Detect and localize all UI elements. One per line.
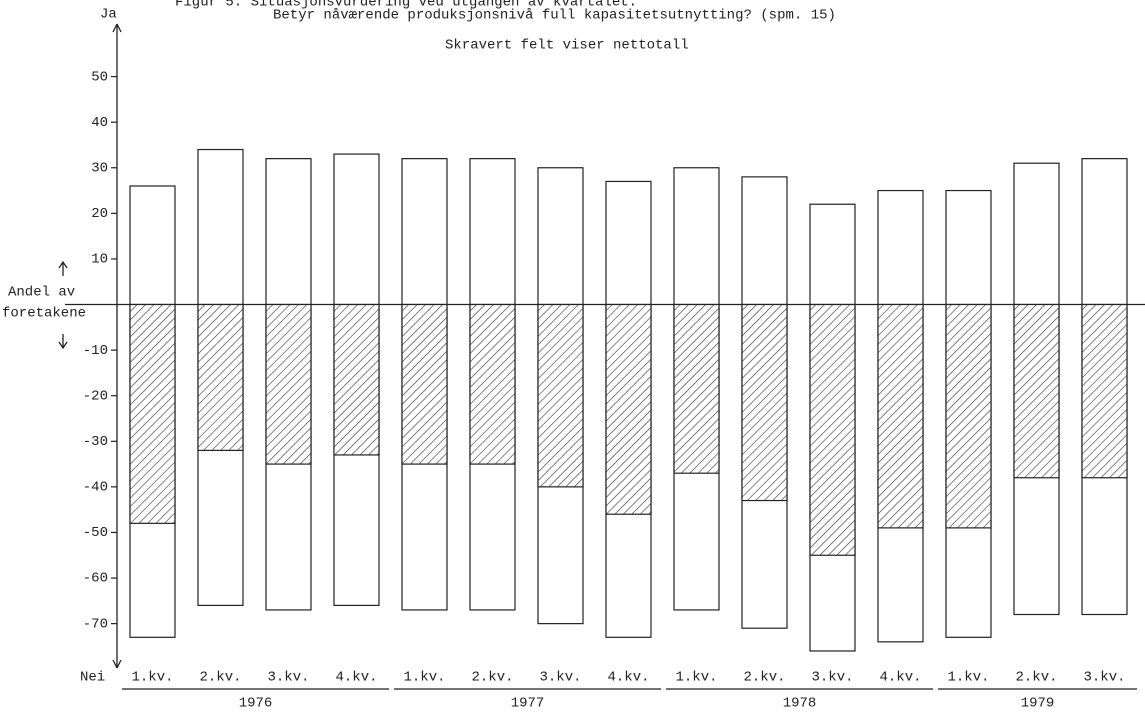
x-tick-label: 1.kv. — [131, 670, 173, 686]
bar — [1081, 303, 1128, 479]
y-tick-label: -60 — [83, 571, 108, 587]
bar — [809, 203, 856, 306]
group-label: 1978 — [783, 696, 817, 712]
bar — [401, 158, 448, 306]
y-tick-label: 30 — [91, 160, 108, 176]
bar — [673, 303, 720, 474]
bar — [1013, 303, 1060, 479]
y-tick-label: -50 — [83, 525, 108, 541]
x-tick-label: 2.kv. — [1015, 670, 1057, 686]
chart-title: Figur 5. Situasjonsvurdering ved utgange… — [175, 0, 637, 11]
bar — [129, 185, 176, 306]
x-tick-label: 4.kv. — [607, 670, 649, 686]
x-tick-label: 3.kv. — [539, 670, 581, 686]
x-tick-label: 4.kv. — [335, 670, 377, 686]
bar — [537, 167, 584, 306]
bar — [741, 303, 788, 502]
bar — [1081, 158, 1128, 306]
bar — [809, 303, 856, 556]
bar — [265, 303, 312, 465]
y-top-label: Ja — [100, 7, 117, 23]
bar — [197, 148, 244, 306]
axis-arrows — [112, 23, 122, 669]
chart-subtitle: Skravert felt viser nettotall — [445, 38, 689, 54]
bar — [333, 303, 380, 456]
x-tick-label: 3.kv. — [1083, 670, 1125, 686]
y-bottom-label: Nei — [80, 670, 105, 686]
bar — [333, 153, 380, 306]
x-tick-label: 2.kv. — [199, 670, 241, 686]
bar — [469, 158, 516, 306]
bar — [197, 303, 244, 451]
y-tick-label: -30 — [83, 434, 108, 450]
y-tick-label: -10 — [83, 343, 108, 359]
x-tick-label: 4.kv. — [879, 670, 921, 686]
bar — [129, 303, 176, 524]
chart-title: Betyr nåværende produksjonsnivå full kap… — [273, 8, 836, 24]
bar — [605, 180, 652, 306]
bar — [877, 303, 924, 529]
label-arrows — [58, 260, 68, 350]
x-tick-label: 2.kv. — [743, 670, 785, 686]
group-label: 1977 — [511, 696, 545, 712]
bar — [401, 303, 448, 465]
bar — [265, 158, 312, 306]
y-tick-label: 10 — [91, 252, 108, 268]
x-tick-label: 3.kv. — [811, 670, 853, 686]
x-tick-label: 1.kv. — [947, 670, 989, 686]
bar — [945, 189, 992, 306]
y-axis-label: Andel av — [8, 285, 75, 301]
x-tick-label: 1.kv. — [675, 670, 717, 686]
y-tick-label: -40 — [83, 480, 108, 496]
x-tick-label: 2.kv. — [471, 670, 513, 686]
y-tick-label: -70 — [83, 616, 108, 632]
bar — [945, 303, 992, 529]
y-tick-label: 50 — [91, 69, 108, 85]
group-label: 1979 — [1021, 696, 1055, 712]
bar — [605, 303, 652, 515]
bar — [469, 303, 516, 465]
group-label: 1976 — [239, 696, 273, 712]
y-axis-label: foretakene — [2, 306, 86, 322]
y-tick-label: 40 — [91, 115, 108, 131]
x-tick-label: 3.kv. — [267, 670, 309, 686]
bar — [1013, 162, 1060, 306]
x-tick-label: 1.kv. — [403, 670, 445, 686]
bar — [877, 189, 924, 306]
y-tick-label: -20 — [83, 388, 108, 404]
bar — [741, 176, 788, 306]
bar — [673, 167, 720, 306]
y-tick-label: 20 — [91, 206, 108, 222]
bar — [537, 303, 584, 488]
